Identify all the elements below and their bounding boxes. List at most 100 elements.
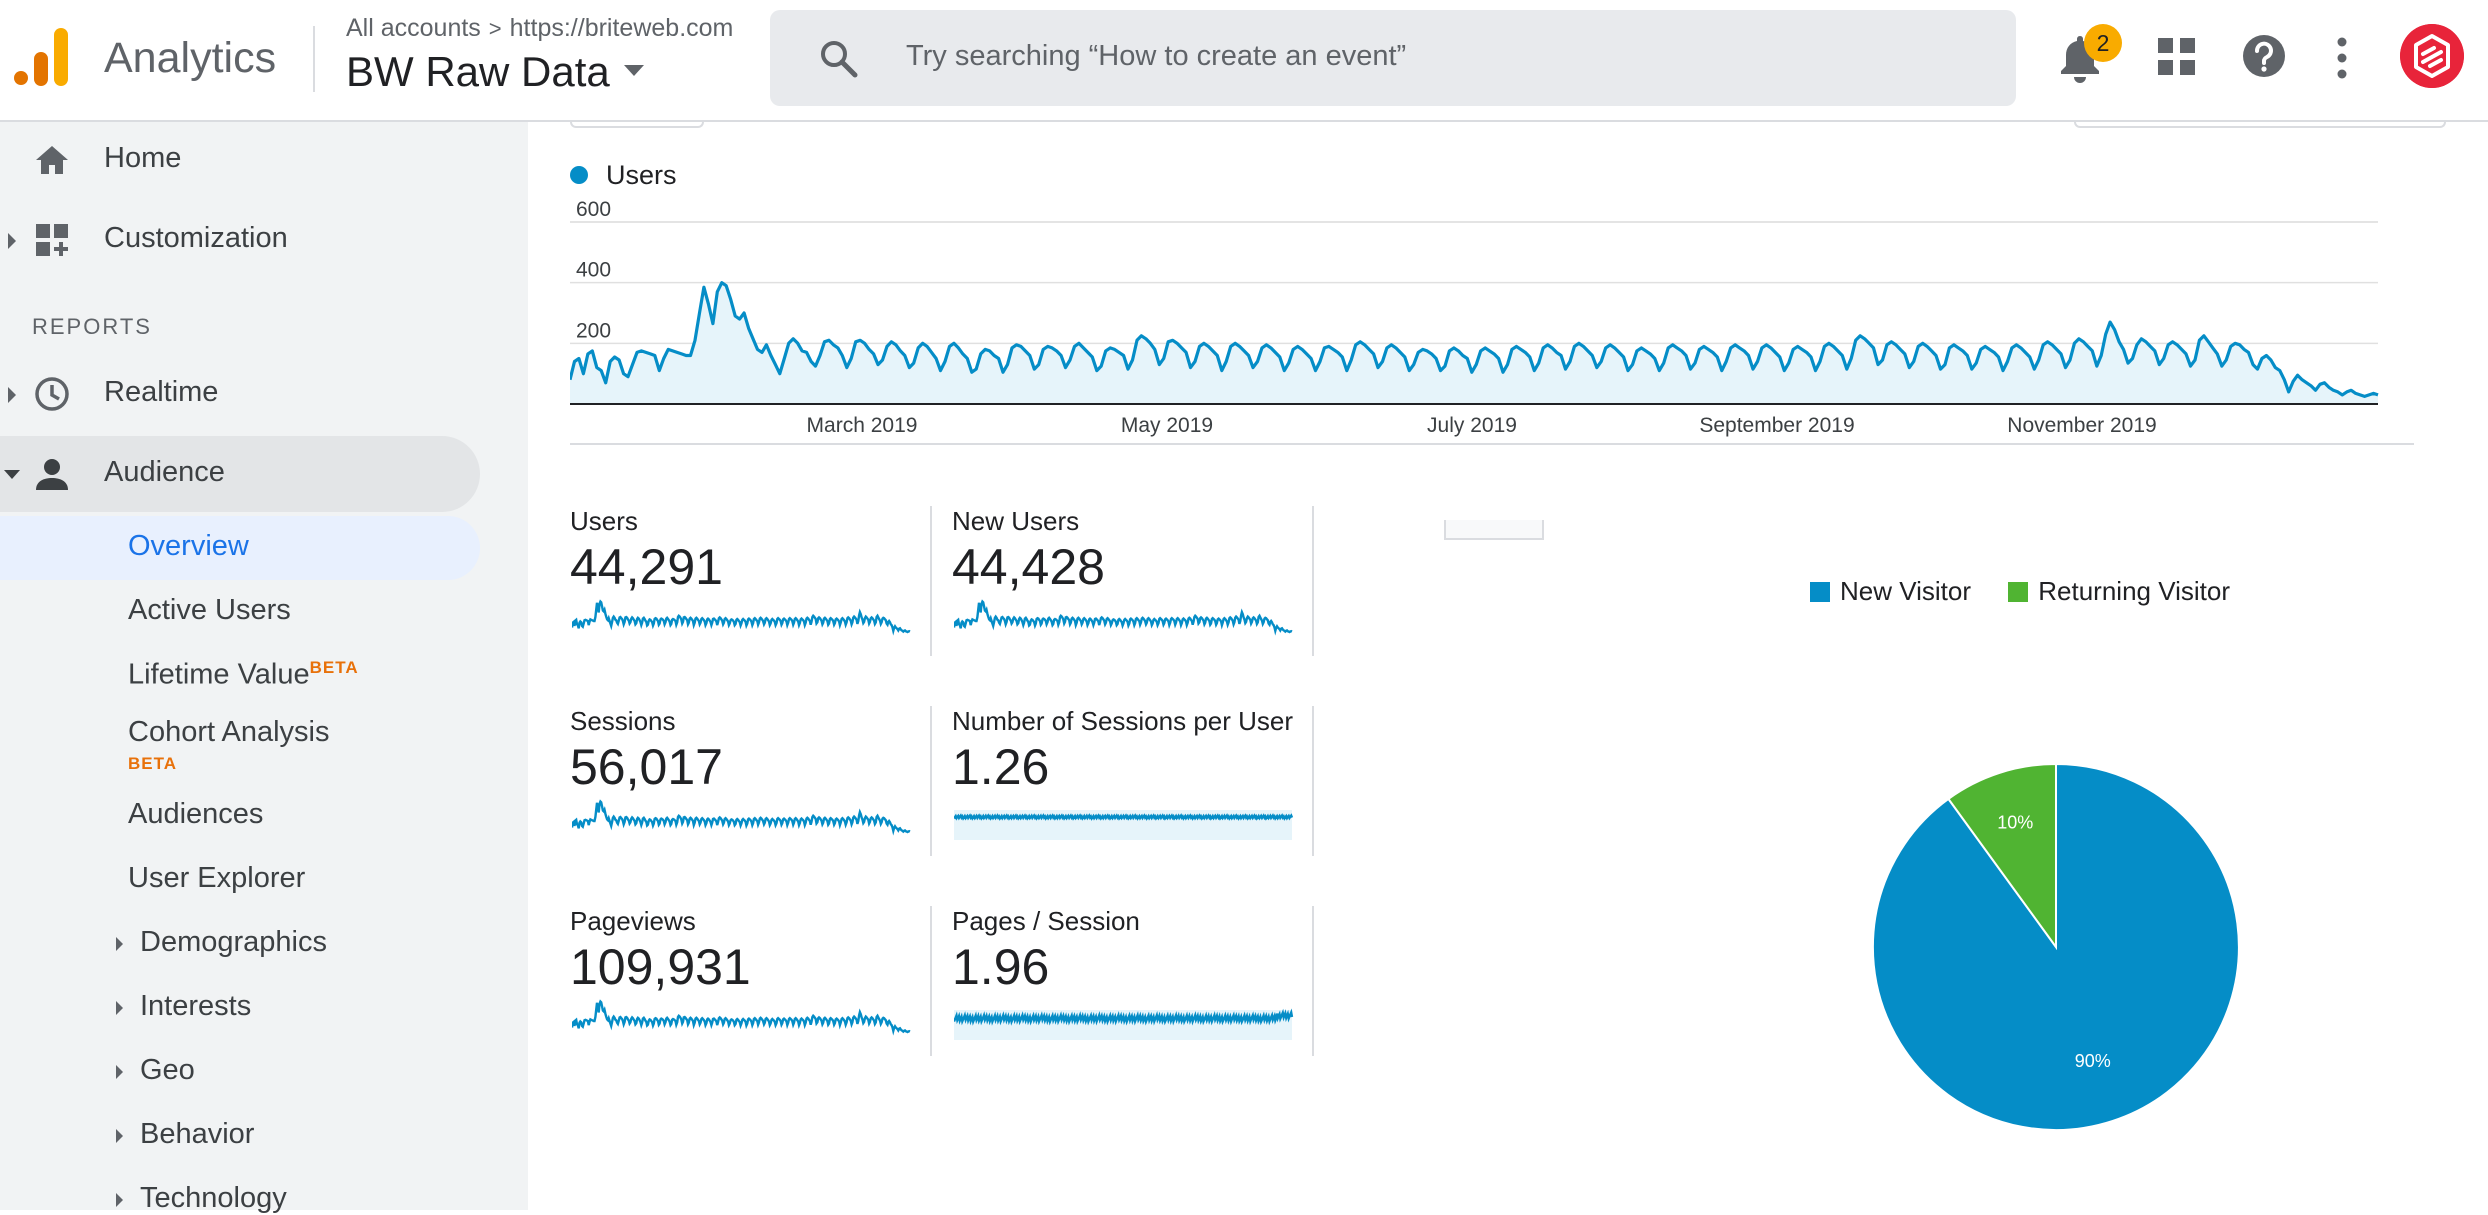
report-content: Users 200 400 600 March 2019 May 2019 July 20…	[530, 120, 2488, 1210]
sidebar-item-overview[interactable]: Overview	[0, 516, 480, 580]
sparkline-line	[572, 599, 911, 636]
sidebar-item-home[interactable]: Home	[0, 122, 480, 198]
sparkline-pages_per_session[interactable]	[954, 996, 1294, 1040]
sidebar-item-label: Active Users	[128, 594, 291, 626]
metric-divider	[930, 906, 932, 1056]
search-bar[interactable]: Try searching “How to create an event”	[770, 10, 2016, 106]
x-tick-label: July 2019	[1427, 414, 1517, 437]
metric-label-sessions_per_user[interactable]: Number of Sessions per User	[952, 706, 1294, 736]
chart-resize-handle[interactable]	[1444, 520, 1544, 540]
search-icon[interactable]	[818, 38, 858, 78]
notification-badge[interactable]: 2	[2084, 24, 2122, 62]
sparkline-line	[572, 799, 911, 836]
y-tick-label: 400	[576, 259, 611, 282]
sidebar-item-behavior[interactable]: Behavior	[0, 1104, 480, 1168]
breadcrumb-separator: >	[488, 16, 502, 41]
help-icon[interactable]	[2242, 34, 2286, 78]
metric-value-users: 44,291	[570, 539, 723, 595]
view-name[interactable]: BW Raw Data	[346, 48, 610, 95]
sidebar-item-label: Lifetime Value	[128, 658, 310, 691]
sparkline-pageviews[interactable]	[572, 996, 912, 1040]
sidebar-item-cohort-analysis[interactable]: Cohort Analysis BETA	[0, 708, 480, 780]
legend-new-visitor[interactable]: New Visitor	[1840, 576, 1972, 606]
sidebar-item-customization[interactable]: Customization	[0, 202, 480, 278]
header-divider	[313, 26, 315, 92]
caret-down-icon[interactable]	[623, 65, 644, 77]
pie-legend: New Visitor Returning Visitor	[1810, 576, 2230, 607]
search-input[interactable]: Try searching “How to create an event”	[906, 40, 1407, 72]
sidebar-item-interests[interactable]: Interests	[0, 976, 480, 1040]
visitor-type-pie-chart[interactable]: 90% 10%	[1820, 610, 2290, 1150]
analytics-logo-icon[interactable]	[14, 28, 70, 86]
metric-divider	[1312, 706, 1314, 856]
person-icon	[36, 459, 68, 490]
sparkline-users[interactable]	[572, 596, 912, 640]
sidebar-item-geo[interactable]: Geo	[0, 1040, 480, 1104]
top-bar: Analytics All accounts > https://briteweb.…	[0, 0, 2488, 122]
sidebar-item-demographics[interactable]: Demographics	[0, 912, 480, 976]
sidebar-item-audiences[interactable]: Audiences	[0, 784, 480, 848]
users-area	[570, 282, 2378, 404]
metric-value-pageviews: 109,931	[570, 939, 751, 995]
account-breadcrumb[interactable]: All accounts > https://briteweb.com	[346, 14, 733, 43]
collapse-arrow-icon[interactable]	[4, 470, 20, 479]
legend-returning-visitor[interactable]: Returning Visitor	[2038, 576, 2230, 606]
sidebar-item-label: Interests	[140, 990, 252, 1022]
more-vert-icon[interactable]	[2330, 36, 2354, 80]
expand-arrow-icon[interactable]	[116, 1065, 123, 1079]
expand-arrow-icon[interactable]	[116, 1001, 123, 1015]
expand-arrow-icon[interactable]	[116, 937, 123, 951]
sidebar-item-label: Cohort Analysis	[128, 716, 330, 748]
sparkline-line	[954, 599, 1293, 636]
sidebar-item-label: Realtime	[104, 376, 219, 408]
account-avatar[interactable]	[2400, 24, 2464, 88]
metric-label-pageviews[interactable]: Pageviews	[570, 906, 696, 936]
expand-arrow-icon[interactable]	[8, 387, 16, 403]
sidebar-item-lifetime-value[interactable]: Lifetime ValueBETA	[0, 644, 480, 708]
sidebar-item-label: User Explorer	[128, 862, 306, 894]
sidebar-item-label: Geo	[140, 1054, 195, 1086]
breadcrumb-accounts[interactable]: All accounts	[346, 14, 481, 42]
sidebar-item-realtime[interactable]: Realtime	[0, 356, 480, 432]
sparkline-line	[954, 813, 1294, 821]
apps-grid-icon[interactable]	[2158, 38, 2196, 76]
expand-arrow-icon[interactable]	[116, 1193, 123, 1207]
legend-users[interactable]: Users	[606, 160, 677, 190]
customization-icon	[36, 224, 68, 256]
metric-label-pages_per_session[interactable]: Pages / Session	[952, 906, 1140, 936]
sparkline-new_users[interactable]	[954, 596, 1294, 640]
metric-label-sessions[interactable]: Sessions	[570, 706, 676, 736]
metric-label-users[interactable]: Users	[570, 506, 638, 536]
sparkline-line	[572, 999, 911, 1036]
reports-heading: REPORTS	[32, 314, 152, 339]
x-tick-label: May 2019	[1121, 414, 1213, 437]
metric-value-sessions: 56,017	[570, 739, 723, 795]
sidebar-item-active-users[interactable]: Active Users	[0, 580, 480, 644]
sidebar-item-technology[interactable]: Technology	[0, 1168, 480, 1214]
sparkline-sessions_per_user[interactable]	[954, 796, 1294, 840]
expand-arrow-icon[interactable]	[8, 233, 16, 249]
metric-label-new_users[interactable]: New Users	[952, 506, 1080, 536]
sparkline-sessions[interactable]	[572, 796, 912, 840]
users-trend-chart[interactable]: 200 400 600 March 2019 May 2019 July 2019 Sept…	[570, 200, 2430, 530]
expand-arrow-icon[interactable]	[116, 1129, 123, 1143]
pie-slice-returning-visitor[interactable]	[1947, 762, 2057, 951]
clock-icon	[35, 377, 69, 411]
sidebar-item-label: Audience	[104, 456, 225, 488]
metric-value-pages_per_session: 1.96	[952, 939, 1050, 995]
product-name[interactable]: Analytics	[104, 34, 277, 82]
sidebar-item-user-explorer[interactable]: User Explorer	[0, 848, 480, 912]
users-series-line[interactable]	[570, 281, 2379, 398]
breadcrumb-property[interactable]: https://briteweb.com	[509, 14, 734, 42]
sidebar-item-label: Home	[104, 142, 182, 174]
metric-divider	[1312, 506, 1314, 656]
legend-swatch-new-visitor	[1810, 582, 1830, 602]
metric-divider	[930, 506, 932, 656]
view-selector[interactable]: BW Raw Data	[346, 48, 644, 96]
date-range-control[interactable]	[570, 120, 704, 128]
sidebar-item-audience[interactable]: Audience	[0, 436, 480, 512]
sparkline-line	[954, 1008, 1294, 1026]
chart-interval-buttons[interactable]	[2074, 120, 2446, 128]
sidebar-item-label: Customization	[104, 222, 288, 254]
pie-slice-label: 10%	[1997, 813, 2033, 833]
